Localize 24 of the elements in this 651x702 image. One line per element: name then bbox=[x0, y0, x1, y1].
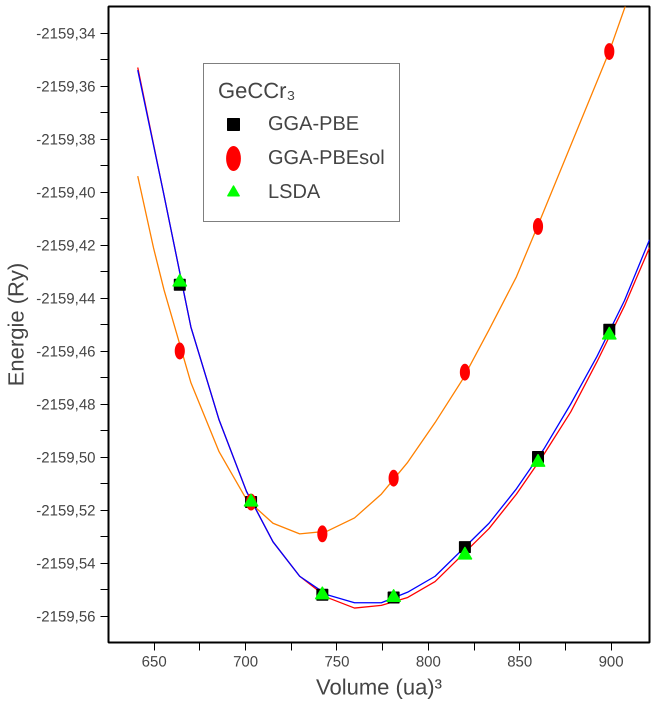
y-tick-label: -2159,40 bbox=[36, 184, 96, 202]
y-tick-label: -2159,42 bbox=[36, 238, 96, 254]
x-tick-label: 700 bbox=[233, 654, 258, 670]
legend-label: GGA-PBEsol bbox=[268, 146, 385, 170]
x-tick-label: 650 bbox=[142, 654, 167, 670]
y-tick-label: -2159,34 bbox=[36, 26, 96, 42]
y-tick-label: -2159,46 bbox=[36, 344, 96, 360]
legend-label: LSDA bbox=[268, 180, 320, 204]
x-tick-label: 750 bbox=[324, 654, 350, 670]
y-tick-label: -2159,48 bbox=[36, 396, 96, 414]
y-tick-label: -2159,56 bbox=[36, 608, 96, 626]
y-tick-label: -2159,44 bbox=[36, 290, 96, 308]
y-tick-label: -2159,38 bbox=[36, 132, 96, 148]
x-axis-title: Volume (ua)³ bbox=[316, 674, 442, 700]
legend-title: GeCCr₃ bbox=[218, 78, 296, 104]
y-tick-label: -2159,50 bbox=[36, 450, 96, 466]
y-tick-label: -2159,54 bbox=[36, 556, 96, 572]
x-tick-label: 850 bbox=[507, 654, 532, 670]
y-tick-label: -2159,52 bbox=[36, 502, 96, 520]
x-tick-label: 900 bbox=[598, 654, 624, 670]
y-axis-title: Energie (Ry) bbox=[3, 262, 28, 386]
x-tick-label: 800 bbox=[416, 654, 441, 670]
y-tick-label: -2159,36 bbox=[36, 78, 96, 96]
legend-label: GGA-PBE bbox=[268, 112, 360, 136]
